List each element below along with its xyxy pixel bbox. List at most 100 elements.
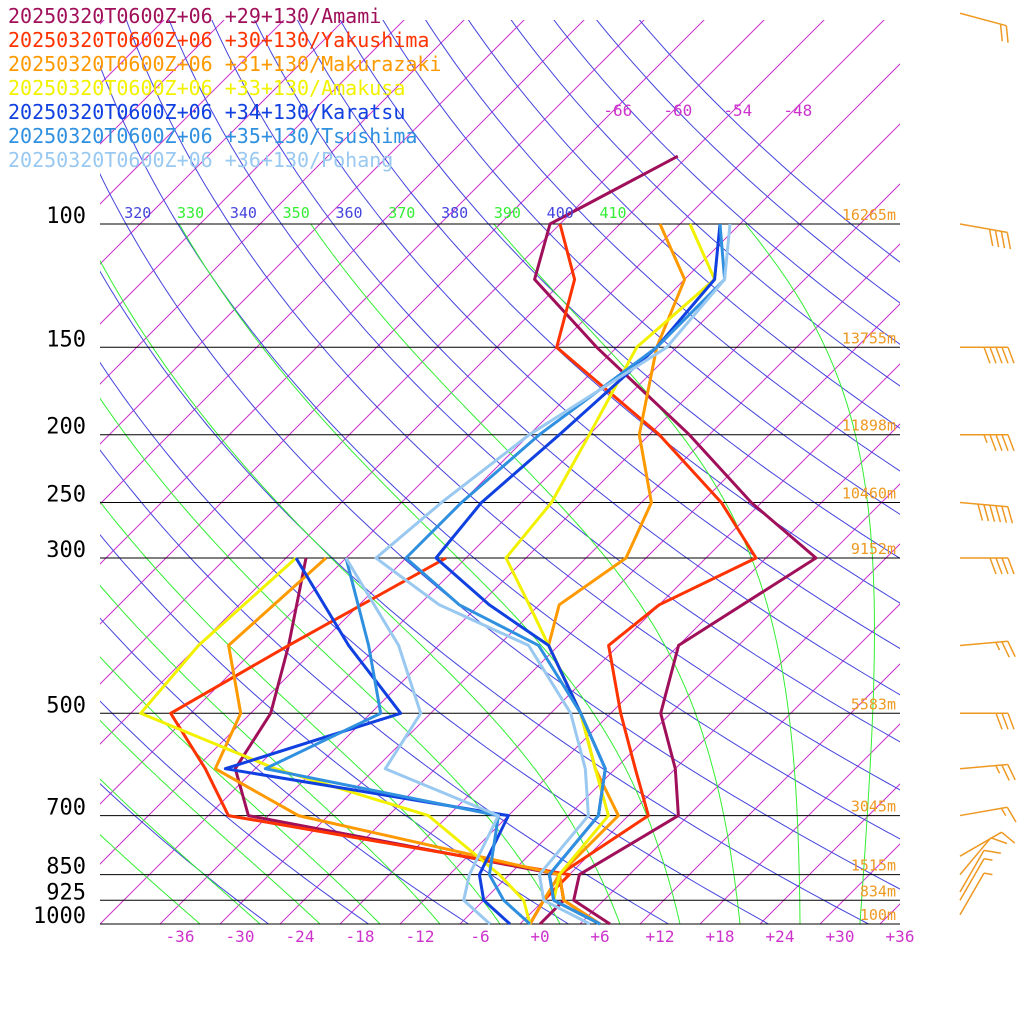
dry-adiabat-line [125,20,900,791]
wind-barb [959,12,1009,43]
dry-adiabat-line [638,20,900,263]
pressure-label: 500 [46,693,86,718]
height-label: 834m [860,882,896,900]
legend-entry: 20250320T0600Z+06 +30+130/Yakushima [8,28,429,52]
height-label: 5583m [851,695,896,713]
wind-barb [959,872,993,916]
wind-barb [960,433,1015,451]
legend-entry: 20250320T0600Z+06 +35+130/Tsushima [8,124,417,148]
wind-barb [960,557,1015,575]
height-label: 13755m [842,329,896,347]
height-label: 11898m [842,417,896,435]
isotherm-lines [100,20,900,925]
theta-label: 330 [177,204,204,222]
dewpoint-profile [344,557,500,926]
height-label: 100m [860,906,896,924]
wind-barb [959,640,1016,658]
height-label: 10460m [842,485,896,503]
theta-label: 400 [547,204,574,222]
legend-entry: 20250320T0600Z+06 +34+130/Karatsu [8,100,405,124]
pressure-label: 100 [46,204,86,229]
isotherm-line [100,123,900,925]
moist-adiabat-line [100,778,261,925]
dry-adiabat-line [100,173,900,890]
temperature-tick-label: +36 [886,927,915,946]
dry-adiabat-line [553,20,900,345]
isotherm-line [399,423,900,925]
wind-barb [959,806,1017,823]
wind-barb [960,346,1015,364]
theta-label: 390 [494,204,521,222]
height-label: 3045m [851,798,896,816]
isotherm-line [100,20,525,445]
temperature-tick-label: +30 [826,927,855,946]
moist-adiabat-line [493,223,801,924]
dry-adiabat-line [100,617,469,925]
temperature-tick-label: -18 [346,927,375,946]
moist-adiabats [100,223,875,925]
pressure-label: 850 [46,855,86,880]
temperature-profile [533,154,818,926]
pressure-label: 925 [46,880,86,905]
isotherm-line [459,483,900,925]
dewpoint-profile [223,557,512,926]
legend-entry: 20250320T0600Z+06 +33+130/Amakusa [8,76,405,100]
temperature-tick-label: +12 [646,927,675,946]
isotherm-line [100,20,345,265]
wind-barb [959,763,1016,781]
dewpoint-profile [263,557,532,926]
upper-temperature-label: -48 [783,101,812,120]
dewpoint-profile [213,556,561,925]
isotherm-line [100,20,765,685]
sounding-profiles [139,154,818,926]
dry-adiabat-line [596,20,900,304]
moist-adiabat-line [100,397,561,925]
temperature-tick-label: +24 [766,927,795,946]
legend: 20250320T0600Z+06 +29+130/Amami20250320T… [8,4,441,172]
isotherm-line [100,20,585,505]
legend-entry: 20250320T0600Z+06 +29+130/Amami [8,4,381,28]
temperature-tick-label: +18 [706,927,735,946]
dry-adiabat-line [296,20,900,604]
dry-adiabat-line [168,20,900,743]
isotherm-line [100,63,900,865]
isotherm-line [879,903,900,925]
height-label: 9152m [851,540,896,558]
wind-barb [959,223,1012,250]
wind-barb [960,712,1015,730]
theta-label: 410 [599,204,626,222]
dry-adiabat-line [467,20,900,429]
temperature-profile [555,223,758,926]
wind-barb [959,831,1016,857]
pressure-label: 1000 [33,904,86,929]
pressure-label: 250 [46,483,86,508]
temperature-tick-label: +6 [590,927,609,946]
theta-label: 350 [283,204,310,222]
isotherm-line [219,243,900,925]
upper-temperature-label: -66 [603,101,632,120]
isobar-lines [100,223,900,925]
wind-barbs [959,12,1017,916]
pressure-label: 300 [46,538,86,563]
dry-adiabat-line [211,20,900,696]
pressure-label: 200 [46,415,86,440]
legend-entry: 20250320T0600Z+06 +31+130/Makurazaki [8,52,441,76]
theta-label: 360 [335,204,362,222]
temperature-tick-label: -24 [286,927,315,946]
wind-barb [959,857,993,901]
isotherm-line [100,20,885,805]
isotherm-line [100,20,825,745]
isotherm-line [639,663,900,925]
isotherm-line [519,543,900,925]
temperature-profile [404,223,727,926]
temperature-tick-label: -12 [406,927,435,946]
temperature-tick-label: -6 [470,927,489,946]
theta-label: 340 [230,204,257,222]
pressure-label: 150 [46,327,86,352]
isotherm-line [579,603,900,925]
isotherm-line [819,843,900,925]
legend-entry: 20250320T0600Z+06 +36+130/Pohang [8,148,393,172]
pressure-label: 700 [46,796,86,821]
wind-barb [959,837,1008,876]
